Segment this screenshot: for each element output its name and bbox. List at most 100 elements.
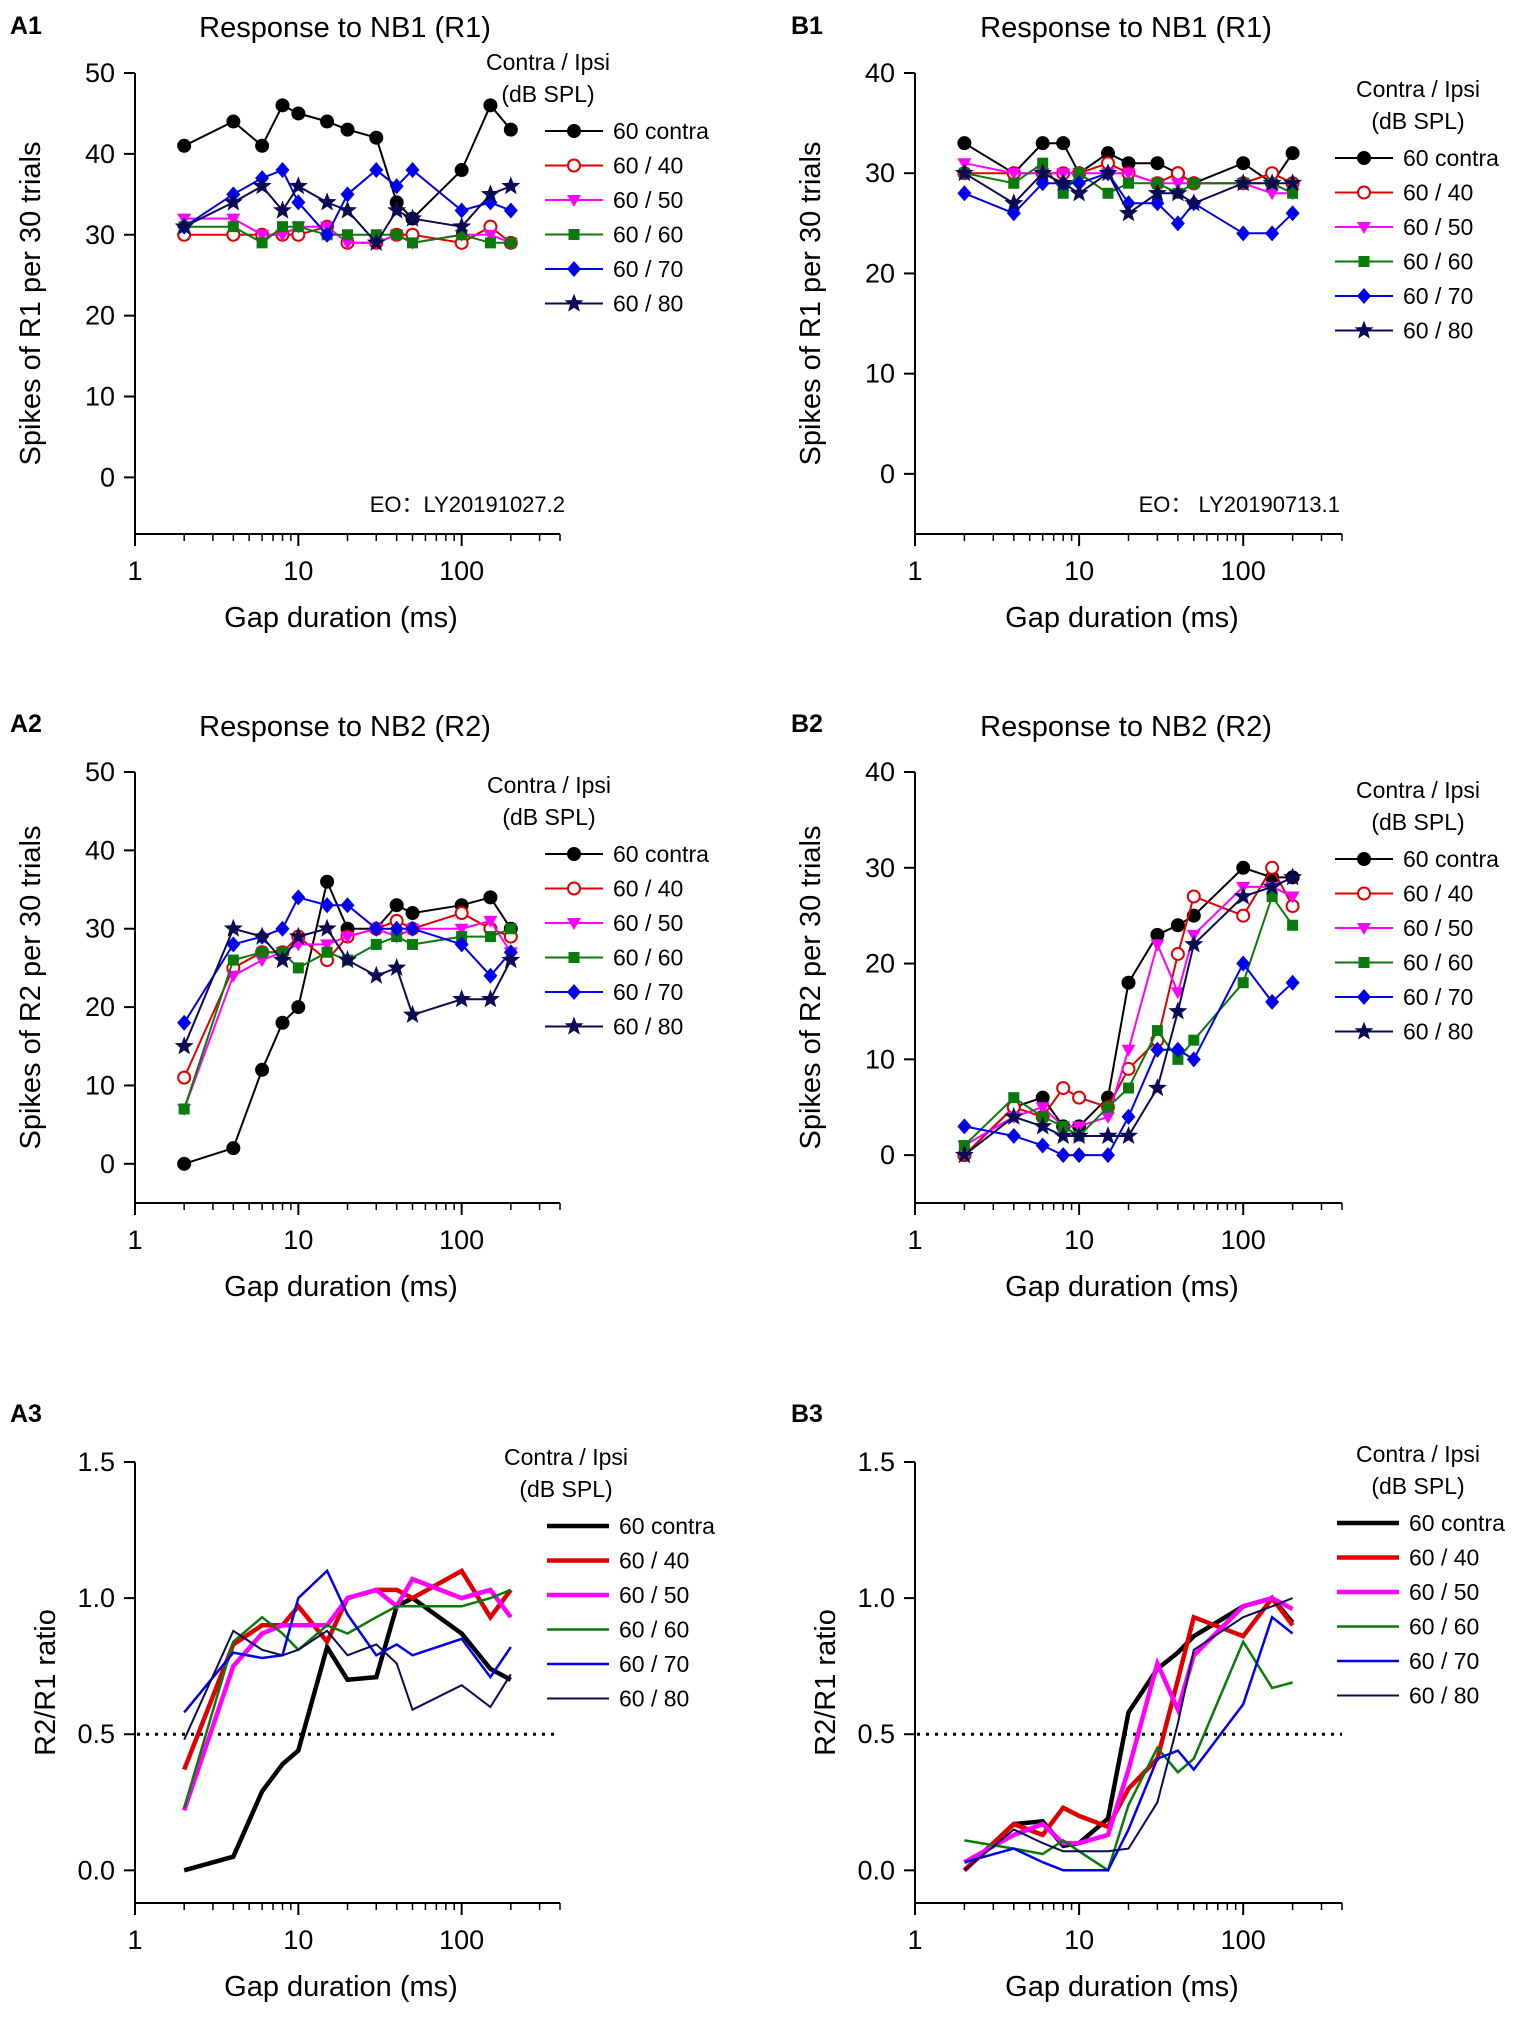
data-point bbox=[273, 200, 292, 219]
data-point bbox=[320, 874, 335, 889]
legend-label: 60 contra bbox=[1403, 846, 1499, 872]
legend-item: 60 / 50 bbox=[545, 910, 683, 936]
data-point bbox=[1121, 1044, 1136, 1057]
data-point bbox=[1035, 1090, 1050, 1105]
legend-item: 60 / 70 bbox=[1335, 984, 1473, 1010]
data-point bbox=[1287, 919, 1299, 931]
data-point bbox=[454, 936, 469, 953]
legend-item: 60 / 50 bbox=[547, 1582, 689, 1608]
legend-label: 60 / 60 bbox=[619, 1617, 689, 1643]
data-point bbox=[954, 1145, 974, 1164]
legend-item: 60 / 50 bbox=[1335, 915, 1473, 941]
series-60-80 bbox=[183, 1629, 512, 1741]
data-point bbox=[1053, 1126, 1073, 1144]
legend-subtitle: (dB SPL) bbox=[1371, 1473, 1464, 1499]
legend-label: 60 / 50 bbox=[1409, 1579, 1479, 1605]
legend-marker bbox=[567, 124, 581, 138]
legend-item: 60 contra bbox=[1337, 1510, 1505, 1536]
y-tick-label: 1.5 bbox=[77, 1447, 115, 1477]
data-point bbox=[177, 1014, 192, 1031]
x-axis-label: Gap duration (ms) bbox=[1005, 1971, 1239, 2003]
data-point bbox=[340, 237, 355, 250]
data-point bbox=[1123, 177, 1134, 189]
data-point bbox=[288, 926, 308, 945]
data-point bbox=[1033, 163, 1053, 182]
data-point bbox=[1184, 934, 1204, 953]
legend-label: 60 / 40 bbox=[613, 153, 683, 179]
legend-marker bbox=[568, 952, 580, 963]
legend-item: 60 / 70 bbox=[1337, 1648, 1479, 1674]
data-point bbox=[1147, 183, 1167, 202]
data-point bbox=[456, 229, 468, 241]
legend-marker bbox=[564, 1016, 584, 1035]
legend-marker bbox=[567, 261, 581, 277]
series-60-70 bbox=[183, 1568, 512, 1714]
legend-item: 60 / 70 bbox=[545, 256, 683, 282]
data-point bbox=[174, 216, 194, 235]
data-point bbox=[1072, 175, 1087, 192]
y-tick-label: 20 bbox=[85, 992, 115, 1022]
data-point bbox=[454, 923, 469, 936]
data-point bbox=[178, 1103, 190, 1115]
y-axis-label: R2/R1 ratio bbox=[810, 1609, 842, 1756]
y-tick-label: 0.0 bbox=[857, 1855, 895, 1885]
data-point bbox=[226, 114, 241, 129]
legend-marker bbox=[564, 293, 584, 312]
data-point bbox=[1150, 939, 1165, 952]
data-point bbox=[288, 176, 308, 195]
panel-b2: B2 Response to NB2 (R2) 0 10 20 30 40 1 10 100 Gap… bbox=[791, 710, 1499, 1303]
legend-label: 60 / 50 bbox=[613, 187, 683, 213]
data-point bbox=[454, 906, 469, 921]
legend-label: 60 / 80 bbox=[613, 291, 683, 317]
legend-marker bbox=[568, 229, 580, 240]
data-point bbox=[320, 939, 335, 952]
data-point bbox=[503, 202, 518, 219]
series-line bbox=[183, 1568, 512, 1714]
data-point bbox=[338, 200, 357, 219]
y-tick-label: 40 bbox=[85, 835, 115, 865]
data-point bbox=[1008, 177, 1020, 189]
legend-item: 60 / 80 bbox=[1335, 1019, 1473, 1045]
data-point bbox=[1053, 173, 1073, 192]
data-point bbox=[1236, 156, 1251, 171]
x-tick-label: 1 bbox=[907, 1925, 922, 1955]
y-tick-label: 10 bbox=[865, 1044, 895, 1074]
data-point bbox=[483, 967, 498, 984]
data-point bbox=[275, 162, 290, 179]
data-point bbox=[1072, 1090, 1087, 1105]
data-point bbox=[391, 229, 403, 241]
y-tick-label: 10 bbox=[85, 1070, 115, 1100]
data-point bbox=[1262, 876, 1282, 895]
data-point bbox=[1150, 1041, 1165, 1058]
data-point bbox=[255, 955, 270, 968]
data-point bbox=[1119, 203, 1138, 222]
data-point bbox=[1168, 1001, 1188, 1020]
legend-title: Contra / Ipsi bbox=[1356, 777, 1480, 803]
data-point bbox=[1121, 1108, 1136, 1125]
legend: Contra / Ipsi (dB SPL) 60 contra 60 / 40 60 … bbox=[1335, 76, 1499, 344]
data-point bbox=[1236, 908, 1251, 923]
legend-marker bbox=[567, 847, 581, 861]
series-60-contra bbox=[177, 98, 518, 226]
legend-item: 60 contra bbox=[545, 118, 709, 144]
legend-marker bbox=[1357, 989, 1371, 1005]
y-axis-label: Spikes of R1 per 30 trials bbox=[795, 142, 827, 466]
data-point bbox=[403, 1004, 422, 1023]
series-line bbox=[964, 1615, 1294, 1872]
legend-item: 60 / 40 bbox=[547, 1548, 689, 1574]
x-tick-label: 100 bbox=[1221, 556, 1266, 586]
series-60-50 bbox=[963, 1595, 1294, 1865]
data-point bbox=[369, 162, 384, 179]
legend-marker bbox=[1354, 320, 1374, 339]
legend: Contra / Ipsi (dB SPL) 60 contra 60 / 40 60 … bbox=[504, 1444, 715, 1712]
legend-label: 60 / 50 bbox=[1403, 214, 1473, 240]
legend-label: 60 / 70 bbox=[613, 979, 683, 1005]
data-point bbox=[389, 178, 404, 195]
legend-marker bbox=[567, 918, 581, 930]
legend-label: 60 / 70 bbox=[1403, 283, 1473, 309]
legend-marker bbox=[1358, 957, 1370, 968]
data-point bbox=[317, 192, 337, 211]
legend-item: 60 / 40 bbox=[1335, 180, 1473, 206]
data-point bbox=[403, 208, 422, 227]
